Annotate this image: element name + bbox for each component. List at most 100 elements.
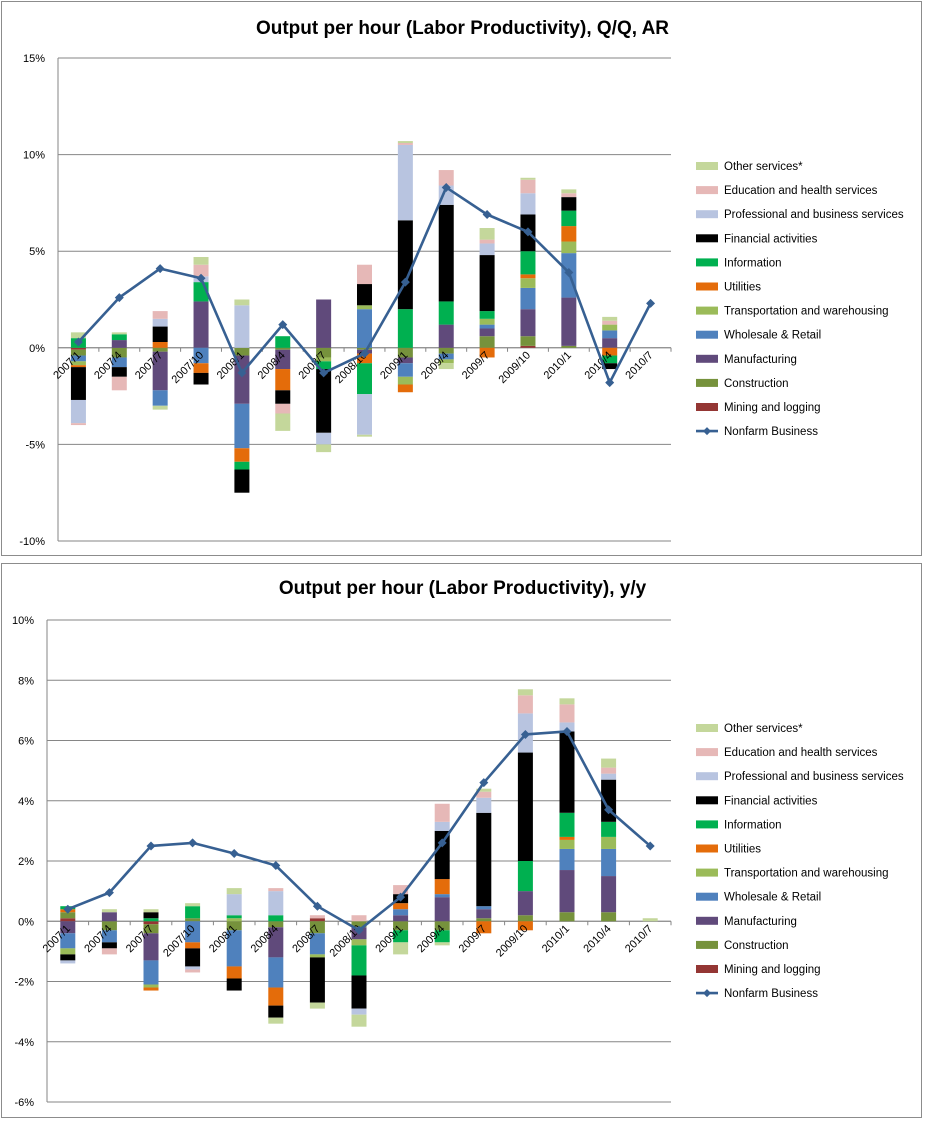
qq-bar-other-services-2010-1 xyxy=(561,189,577,194)
yy-bar-financial-activities-2008-4 xyxy=(268,1005,284,1018)
qq-line-point-2009-1 xyxy=(400,277,410,287)
yy-line-point-2007-7 xyxy=(146,841,156,851)
qq-line-point-2007-7 xyxy=(155,264,165,274)
yy-bar-education-and-health-services-2009-7 xyxy=(476,791,492,798)
yy-bar-other-services-2009-4 xyxy=(434,942,450,946)
qq-bar-other-services-2009-4 xyxy=(438,363,454,370)
qq-bar-utilities-2009-1 xyxy=(397,384,413,393)
qq-bar-information-2008-10 xyxy=(357,363,372,395)
qq-bar-education-and-health-services-2009-1 xyxy=(397,143,413,145)
qq-legend-marker-nonfarm-business xyxy=(703,427,711,436)
qq-legend-label-other-services: Other services* xyxy=(724,161,803,173)
yy-bar-construction-2008-7 xyxy=(309,921,325,934)
yy-xtick-label: 2009/10 xyxy=(494,923,531,960)
yy-bar-education-and-health-services-2007-4 xyxy=(101,948,117,955)
yy-bar-financial-activities-2010-1 xyxy=(559,731,575,813)
yy-bar-construction-2009-1 xyxy=(393,921,409,931)
yy-ytick-label: 6% xyxy=(18,736,34,748)
qq-bar-other-services-2009-1 xyxy=(397,141,413,144)
qq-bar-construction-2008-1 xyxy=(234,347,250,356)
qq-xtick-label: 2010/1 xyxy=(542,349,574,381)
yy-bar-professional-and-business-services-2008-1 xyxy=(226,894,242,916)
yy-bar-information-2008-1 xyxy=(226,915,242,919)
qq-legend-swatch-financial-activities xyxy=(696,234,718,243)
qq-bar-financial-activities-2007-7 xyxy=(152,326,168,343)
qq-legend-label-manufacturing: Manufacturing xyxy=(724,354,797,366)
yy-bar-utilities-2010-1 xyxy=(559,836,575,840)
qq-bar-financial-activities-2008-1 xyxy=(234,469,250,493)
yy-bar-other-services-2008-1 xyxy=(226,888,242,895)
yy-ytick-label: 10% xyxy=(12,615,34,627)
yy-legend-label-financial-activities: Financial activities xyxy=(724,795,818,807)
qq-bar-professional-and-business-services-2009-10 xyxy=(520,193,536,215)
chart-panel-qq: Output per hour (Labor Productivity), Q/… xyxy=(1,1,922,556)
qq-line-point-2008-4 xyxy=(278,320,288,330)
qq-bar-utilities-2007-7 xyxy=(152,342,168,348)
yy-line-point-2009-10 xyxy=(520,729,530,739)
yy-bar-manufacturing-2010-4 xyxy=(601,876,617,913)
yy-bar-other-services-2008-4 xyxy=(268,1017,284,1024)
qq-bar-other-services-2008-7 xyxy=(316,444,332,453)
yy-bar-professional-and-business-services-2007-10 xyxy=(185,966,201,970)
qq-legend-swatch-wholesale-retail xyxy=(696,330,718,339)
yy-bar-construction-2007-10 xyxy=(185,918,201,922)
qq-bar-education-and-health-services-2009-10 xyxy=(520,179,536,194)
yy-legend-swatch-other-services xyxy=(696,724,718,732)
yy-legend-swatch-professional-and-business-services xyxy=(696,772,718,781)
yy-bar-financial-activities-2007-7 xyxy=(143,912,159,919)
qq-bar-utilities-2007-10 xyxy=(193,363,209,373)
yy-bar-transportation-and-warehousing-2008-10 xyxy=(351,939,367,946)
qq-legend-swatch-utilities xyxy=(696,282,718,291)
qq-bar-transportation-and-warehousing-2008-10 xyxy=(357,305,372,310)
yy-bar-professional-and-business-services-2010-1 xyxy=(559,722,575,732)
yy-bar-wholesale-retail-2010-1 xyxy=(559,848,575,871)
qq-bar-utilities-2010-1 xyxy=(561,226,577,242)
qq-bar-education-and-health-services-2008-10 xyxy=(357,264,372,285)
qq-bar-other-services-2007-7 xyxy=(152,405,168,410)
qq-bar-transportation-and-warehousing-2009-4 xyxy=(438,359,454,364)
qq-bar-construction-2009-1 xyxy=(397,347,413,358)
yy-bar-manufacturing-2009-10 xyxy=(517,891,533,916)
yy-legend-marker-nonfarm-business xyxy=(703,989,711,998)
yy-ytick-label: 8% xyxy=(18,675,34,687)
qq-legend-label-professional-and-business-services: Professional and business services xyxy=(724,209,904,221)
qq-line-point-2007-4 xyxy=(114,293,124,303)
qq-legend-label-information: Information xyxy=(724,257,782,269)
yy-legend-swatch-transportation-and-warehousing xyxy=(696,868,718,877)
yy-bar-information-2010-4 xyxy=(601,821,617,837)
chart-yy: -6%-4%-2%0%2%4%6%8%10%2007/1 2007/4 2007/7… xyxy=(12,615,904,1109)
qq-legend-swatch-transportation-and-warehousing xyxy=(696,306,718,315)
qq-bar-transportation-and-warehousing-2009-1 xyxy=(397,376,413,385)
qq-bar-financial-activities-2008-7 xyxy=(316,369,332,433)
qq-bar-construction-2008-10 xyxy=(357,347,372,350)
qq-bar-utilities-2009-7 xyxy=(479,347,495,358)
yy-legend-label-information: Information xyxy=(724,819,782,831)
qq-bar-other-services-2008-10 xyxy=(357,434,372,437)
chart-title-qq: Output per hour (Labor Productivity), Q/… xyxy=(255,18,670,39)
qq-bar-utilities-2007-1 xyxy=(70,365,86,368)
qq-bar-wholesale-retail-2009-10 xyxy=(520,287,536,310)
yy-bar-financial-activities-2010-4 xyxy=(601,779,617,822)
qq-bar-information-2010-1 xyxy=(561,210,577,227)
yy-bar-construction-2010-4 xyxy=(601,912,617,922)
yy-legend-label-utilities: Utilities xyxy=(724,844,761,856)
yy-bar-information-2009-1 xyxy=(393,930,409,943)
qq-bar-construction-2008-7 xyxy=(316,347,332,358)
yy-line-point-2008-7 xyxy=(312,901,322,911)
qq-line-point-2010-4 xyxy=(605,378,615,388)
yy-line-point-2007-1 xyxy=(63,904,73,914)
qq-bar-manufacturing-2007-7 xyxy=(152,351,168,391)
yy-bar-professional-and-business-services-2007-1 xyxy=(60,960,76,964)
qq-bar-education-and-health-services-2010-4 xyxy=(602,320,618,325)
yy-ytick-label: -6% xyxy=(14,1097,34,1109)
qq-bar-education-and-health-services-2007-10 xyxy=(193,264,209,277)
yy-legend-label-transportation-and-warehousing: Transportation and warehousing xyxy=(724,868,889,880)
qq-line-point-2010-1 xyxy=(564,267,574,277)
qq-bar-information-2009-7 xyxy=(479,311,495,319)
qq-ytick-label: 10% xyxy=(23,150,45,162)
yy-bar-information-2009-10 xyxy=(517,861,533,892)
yy-bar-other-services-2010-4 xyxy=(601,758,617,768)
qq-legend-label-construction: Construction xyxy=(724,378,789,390)
yy-bar-mining-and-logging-2007-7 xyxy=(143,921,159,925)
yy-bar-utilities-2009-4 xyxy=(434,879,450,895)
